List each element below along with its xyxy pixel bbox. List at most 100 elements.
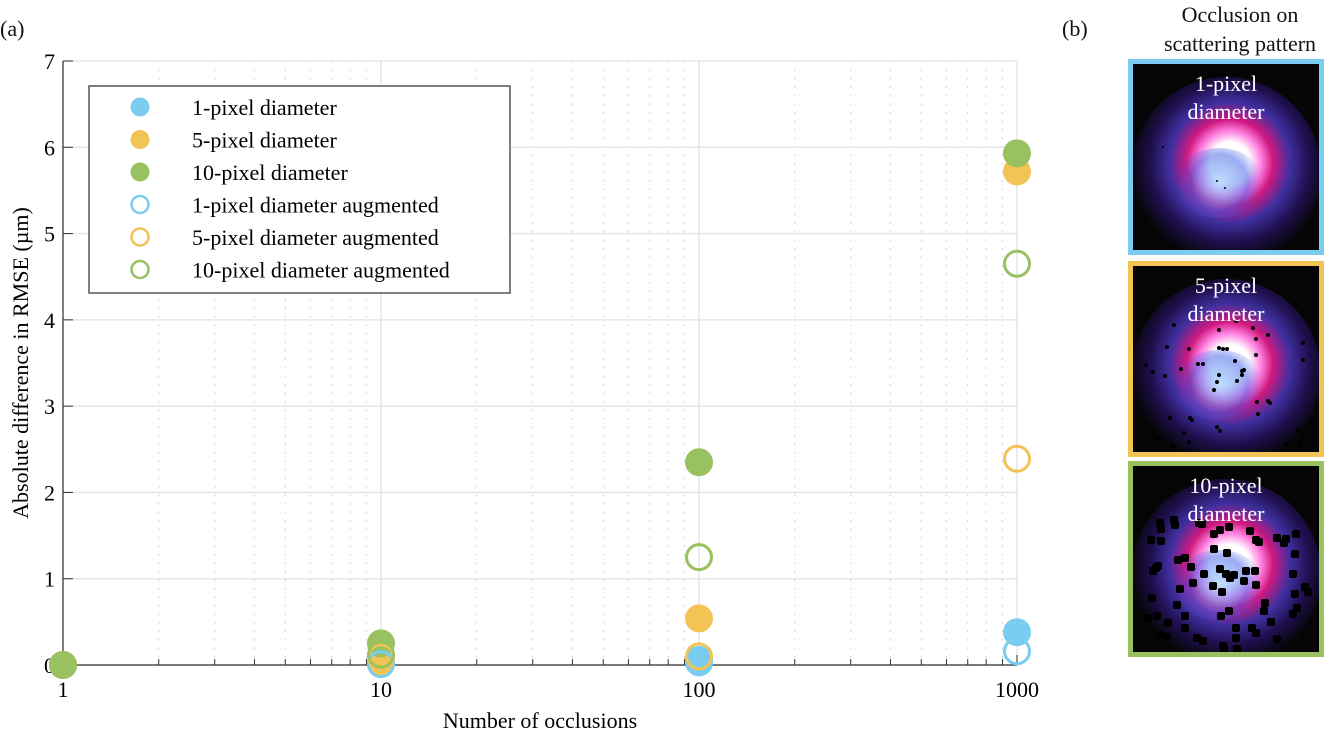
occlusion-dot: [1235, 379, 1240, 384]
occlusion-image-label: 10-pixel diameter: [1133, 472, 1319, 528]
occlusion-dot: [1251, 325, 1256, 330]
occlusion-label-line2: diameter: [1187, 501, 1265, 526]
occlusion-label-line1: 1-pixel: [1194, 71, 1258, 96]
occlusion-dot: [1168, 416, 1173, 421]
data-point: [367, 640, 395, 669]
occlusion-dot: [1156, 518, 1165, 527]
occlusion-dot: [1172, 322, 1177, 327]
data-point: [49, 651, 77, 679]
occlusion-dot: [1173, 555, 1182, 564]
occlusion-dot: [1162, 373, 1167, 378]
occlusion-dot: [1225, 346, 1230, 351]
occlusion-dot: [1225, 573, 1234, 582]
occlusion-dot: [1217, 327, 1222, 332]
x-tick-label: 100: [683, 677, 716, 702]
scattering-pattern: [1133, 266, 1319, 452]
occlusion-dot: [1182, 430, 1187, 435]
legend-label: 10-pixel diameter: [192, 160, 348, 185]
occlusion-dot: [1162, 145, 1165, 148]
occlusion-dot: [1265, 333, 1270, 338]
occlusion-dot: [1212, 387, 1217, 392]
occlusion-dot: [1181, 612, 1190, 621]
panel-a-label: (a): [0, 16, 25, 41]
occlusion-dot: [1279, 539, 1288, 548]
occlusion-image-1: 1-pixel diameter: [1128, 59, 1324, 255]
y-tick-label: 2: [44, 480, 55, 505]
occlusion-dot: [1181, 554, 1189, 563]
legend-marker: [130, 130, 150, 149]
occlusion-dot: [1239, 576, 1248, 585]
data-point: [49, 651, 77, 679]
occlusion-dot: [1215, 424, 1220, 429]
occlusion-dot: [1152, 612, 1161, 621]
scattering-pattern: [1133, 466, 1319, 652]
occlusion-dot: [1301, 582, 1310, 591]
occlusion-dot: [1217, 373, 1222, 378]
occlusion-dot: [1155, 228, 1158, 231]
data-point: [1003, 637, 1031, 666]
occlusion-dot: [1197, 519, 1206, 528]
legend-marker: [130, 227, 150, 247]
occlusion-dot: [1193, 633, 1202, 642]
occlusion-dot: [1173, 601, 1182, 610]
occlusion-dot: [1232, 633, 1241, 642]
occlusion-dot: [1247, 623, 1256, 632]
data-point: [685, 642, 713, 671]
data-point: [367, 649, 395, 678]
occlusion-dot: [1224, 522, 1233, 531]
occlusion-dot: [1187, 562, 1196, 571]
side-panel-title-line1: Occlusion on: [1181, 2, 1299, 27]
occlusion-dot: [1303, 588, 1312, 597]
y-tick-label: 6: [44, 135, 55, 160]
y-tick-label: 1: [44, 567, 55, 592]
occlusion-dot: [1201, 361, 1206, 366]
occlusion-dot: [1178, 367, 1183, 372]
occlusion-dot: [1233, 358, 1238, 363]
occlusion-dot: [1272, 634, 1281, 643]
occlusion-dot: [1290, 550, 1299, 559]
data-point: [367, 650, 395, 679]
occlusion-dot: [1209, 530, 1218, 539]
occlusion-dot: [1273, 533, 1282, 542]
y-tick-label: 3: [44, 394, 55, 419]
data-point: [685, 604, 713, 633]
occlusion-dot: [1163, 619, 1172, 628]
occlusion-dot: [1147, 594, 1156, 603]
occlusion-image-2: 5-pixel diameter: [1128, 261, 1324, 457]
grid-lines: [62, 60, 1018, 666]
side-panel-title: Occlusion on scattering pattern: [1140, 0, 1330, 58]
occlusion-dot: [1253, 352, 1258, 357]
occlusion-dot: [1240, 369, 1245, 374]
occlusion-dot: [1230, 570, 1239, 579]
scattering-glow-blue: [1173, 350, 1264, 421]
occlusion-image-label: 5-pixel diameter: [1133, 272, 1319, 328]
y-tick-label: 4: [44, 308, 55, 333]
occlusion-dot: [1171, 444, 1176, 449]
y-axis-label: Absolute difference in RMSE (µm): [8, 207, 33, 519]
legend-label: 1-pixel diameter: [192, 95, 337, 120]
occlusion-dot: [1220, 644, 1229, 652]
occlusion-dot: [1215, 565, 1224, 574]
occlusion-dot: [1268, 400, 1273, 405]
occlusion-dot: [1256, 411, 1261, 416]
legend-label: 1-pixel diameter augmented: [192, 193, 439, 218]
y-tick-label: 7: [44, 49, 55, 74]
occlusion-dot: [1255, 400, 1260, 405]
occlusion-dot: [1156, 436, 1161, 441]
occlusion-dot: [1259, 606, 1268, 615]
data-point: [1003, 249, 1031, 278]
x-tick-label: 10: [370, 677, 392, 702]
data-point: [1003, 444, 1031, 473]
occlusion-dot: [1156, 524, 1165, 533]
legend-marker: [130, 97, 150, 117]
occlusion-dot: [1241, 567, 1250, 576]
occlusion-dot: [1290, 589, 1299, 598]
occlusion-dot: [1289, 570, 1298, 579]
occlusion-dot: [1215, 525, 1224, 534]
occlusion-dot: [1252, 580, 1261, 589]
occlusion-dot: [1292, 604, 1301, 613]
occlusion-dot: [1199, 570, 1208, 579]
occlusion-dot: [1253, 336, 1258, 341]
scatter-chart: 110100100001234567 Number of occlusions …: [8, 49, 1039, 733]
occlusion-dot: [1216, 179, 1219, 182]
